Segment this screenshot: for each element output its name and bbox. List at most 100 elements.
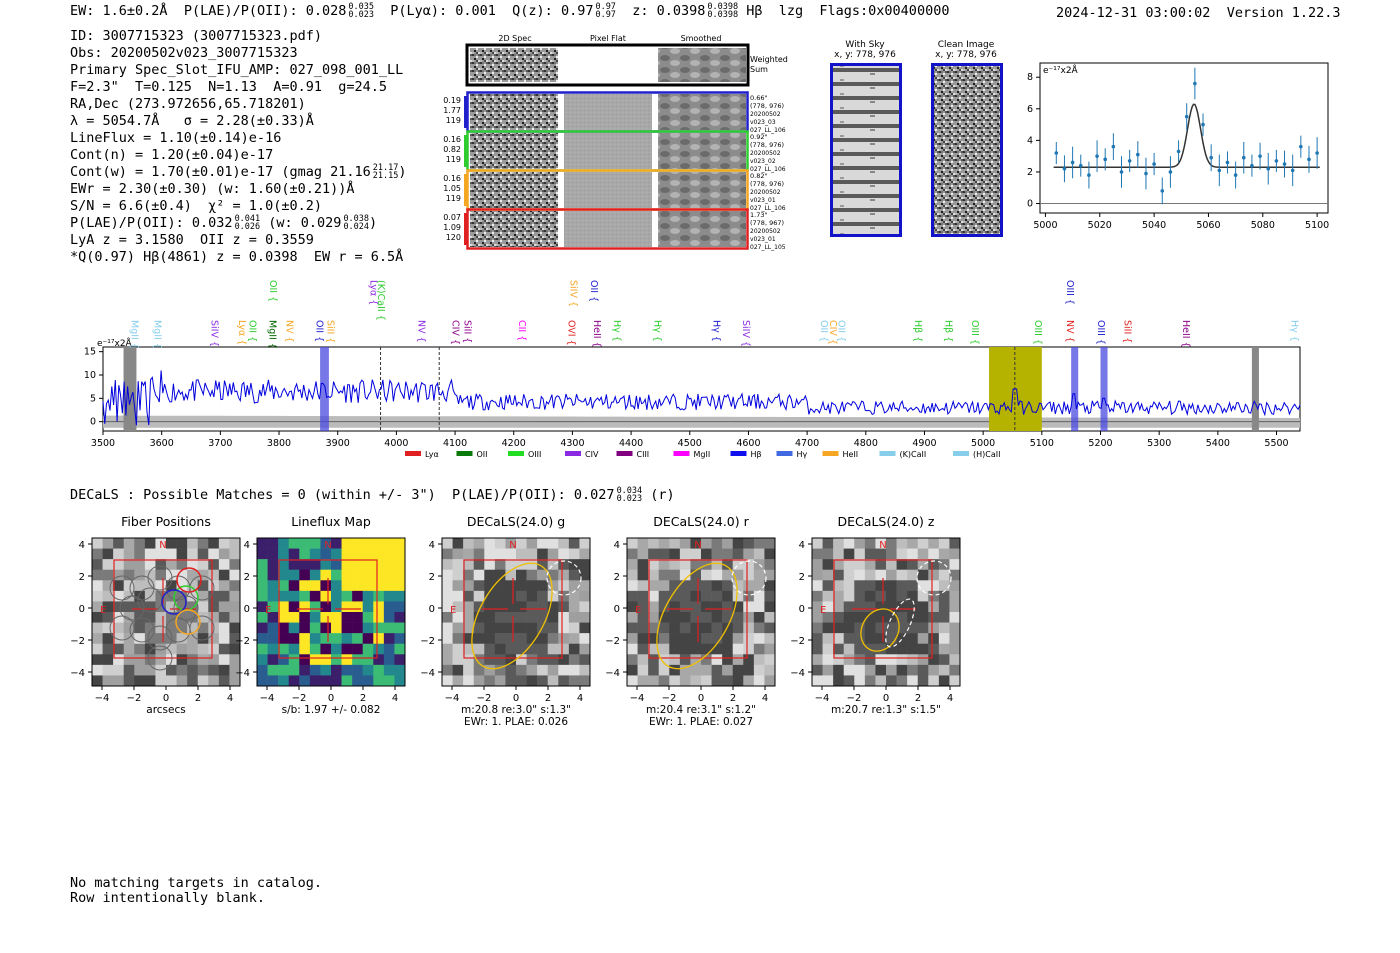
spectrum-line-marker: Hγ { [711,320,722,342]
spectrum-xtick-label: 3800 [267,438,291,449]
spectrum-line-marker: OVI { [566,320,577,346]
clean-image-title: Clean Image x, y: 778, 976 [935,40,997,60]
panel-xtick-label: −2 [847,693,862,704]
spectrum-line-band [1071,347,1079,431]
cutout-row-info: 0.82" [750,172,767,180]
panel-north-label: N [694,540,701,551]
spectrum-legend-item: CIII [616,450,649,459]
svg-text:HeII {: HeII { [1180,320,1191,348]
cutout-row-info: (778, 976) [750,102,784,110]
panel-xtick-label: 2 [730,693,736,704]
panel-ytick-label: −2 [420,636,435,647]
panel-xtick-label: −2 [662,693,677,704]
cutout-row-info: (778, 967) [750,219,784,227]
spectrum-line-marker: Hγ { [611,320,622,342]
panel-title: DECaLS(24.0) g [467,514,565,529]
footer-line-2: Row intentionally blank. [70,890,266,906]
header-tag: lzg [778,3,804,19]
panel-aperture-box [463,559,563,659]
panel-ytick-label: 4 [79,540,85,551]
svg-text:OIII {: OIII { [1095,320,1106,345]
spectrum-line-marker: HeII { [591,320,602,348]
panel-title: DECaLS(24.0) z [838,514,935,529]
spectrum-line-marker: (K)CaII { [375,280,386,321]
cutout-row-value: 0.82 [443,145,461,154]
info-lambda: λ = 5054.7Å σ = 2.28(±0.33)Å [70,113,314,129]
panel-east-label: E [265,605,271,616]
svg-text:OII {: OII { [267,280,278,302]
spectrum-line-band [1100,347,1108,431]
spectrum-line-band [320,347,329,431]
imaging-panels: Fiber Positions N E −4 −2 0 2 4 4 2 0 −2 −4 arcsecs Li… [70,514,961,728]
panel-caption: m:20.4 re:3.1" s:1.2" [646,704,756,716]
panel-north-label: N [159,540,166,551]
zoom-xtick-label: 5060 [1196,220,1220,231]
spectrum-xtick-label: 4300 [560,438,584,449]
zoom-data-point [1136,141,1140,168]
cutout-header-smoothed: Smoothed [681,34,722,43]
panel-xtick-label: −4 [630,693,645,704]
header-timestamp: 2024-12-31 03:00:02 [1056,5,1211,21]
panel-ytick-label: −4 [235,668,250,679]
zoom-data-point [1078,154,1083,177]
catalog-footer: No matching targets in catalog. Row inte… [70,876,322,906]
panel-xtick-label: 4 [392,693,398,704]
panel-neighbor-circle [916,560,952,596]
zoom-unit-label: e⁻¹⁷x2Å [1043,64,1079,76]
zoom-ytick-label: 0 [1027,199,1033,210]
svg-text:OII {: OII { [818,320,829,342]
cutout-row-value: 0.07 [443,213,461,222]
spectrum-line-marker: HeII { [1180,320,1191,348]
panel-ytick-label: 0 [244,604,250,615]
cutout-row-info: 027_LL_106 [750,166,786,173]
spectrum-unit-label: e⁻¹⁷x2Å [97,337,133,349]
panel-caption: s/b: 1.97 +/- 0.082 [282,704,381,716]
panel-caption: m:20.7 re:1.3" s:1.5" [831,704,941,716]
header-line-id: Hβ [746,3,763,19]
zoom-data-point [1087,161,1091,189]
zoom-data-point [1193,67,1197,100]
panel-neighbor-circle [731,560,767,596]
spectrum-ytick-label: 0 [90,417,96,428]
spectrum-line-marker: OIII { [969,320,980,345]
header-plae: P(LAE)/P(OII): 0.028 [183,3,347,19]
zoom-data-point [1054,141,1059,165]
svg-text:HeII {: HeII { [591,320,602,348]
spectrum-line-marker: OII { [588,280,599,302]
zoom-data-point [1266,153,1271,185]
panel-xtick-label: −2 [292,693,307,704]
panel-aperture-box [113,559,213,659]
zoom-data-point [1111,133,1116,161]
panel-ytick-label: 2 [799,572,805,583]
panel-xtick-label: 2 [545,693,551,704]
zoom-data-point [1103,148,1108,171]
spectrum-xtick-label: 4200 [502,438,526,449]
zoom-data-point [1307,145,1311,173]
cutout-row-value: 0.19 [443,96,461,105]
panel-ytick-label: −2 [790,636,805,647]
panel-aperture-box [648,559,748,659]
weighted-sum-label: Weighted Sum [750,55,788,74]
panel-east-label: E [635,605,641,616]
cutout-row-info: 0.66" [750,94,767,102]
svg-text:Hβ {: Hβ { [912,320,923,342]
svg-text:SiIV {: SiIV { [567,280,578,307]
panel-ytick-label: 0 [79,604,85,615]
cutout-row-value: 1.05 [443,184,461,193]
cutout-row-info: 027_LL_106 [750,205,786,212]
zoom-data-point [1095,140,1099,172]
panel-north-label: N [509,540,516,551]
spectrum-xtick-label: 3900 [326,438,350,449]
svg-text:MgII: MgII [694,450,711,459]
zoom-data-point [1184,103,1189,131]
spectrum-line-marker: MgII { [151,320,162,349]
cutout-row-info: 0.92" [750,133,767,141]
header-plya: P(Lyα): 0.001 [390,3,496,19]
spectrum-line-marker: SiII { [461,320,472,343]
panel-ytick-label: 0 [429,604,435,615]
